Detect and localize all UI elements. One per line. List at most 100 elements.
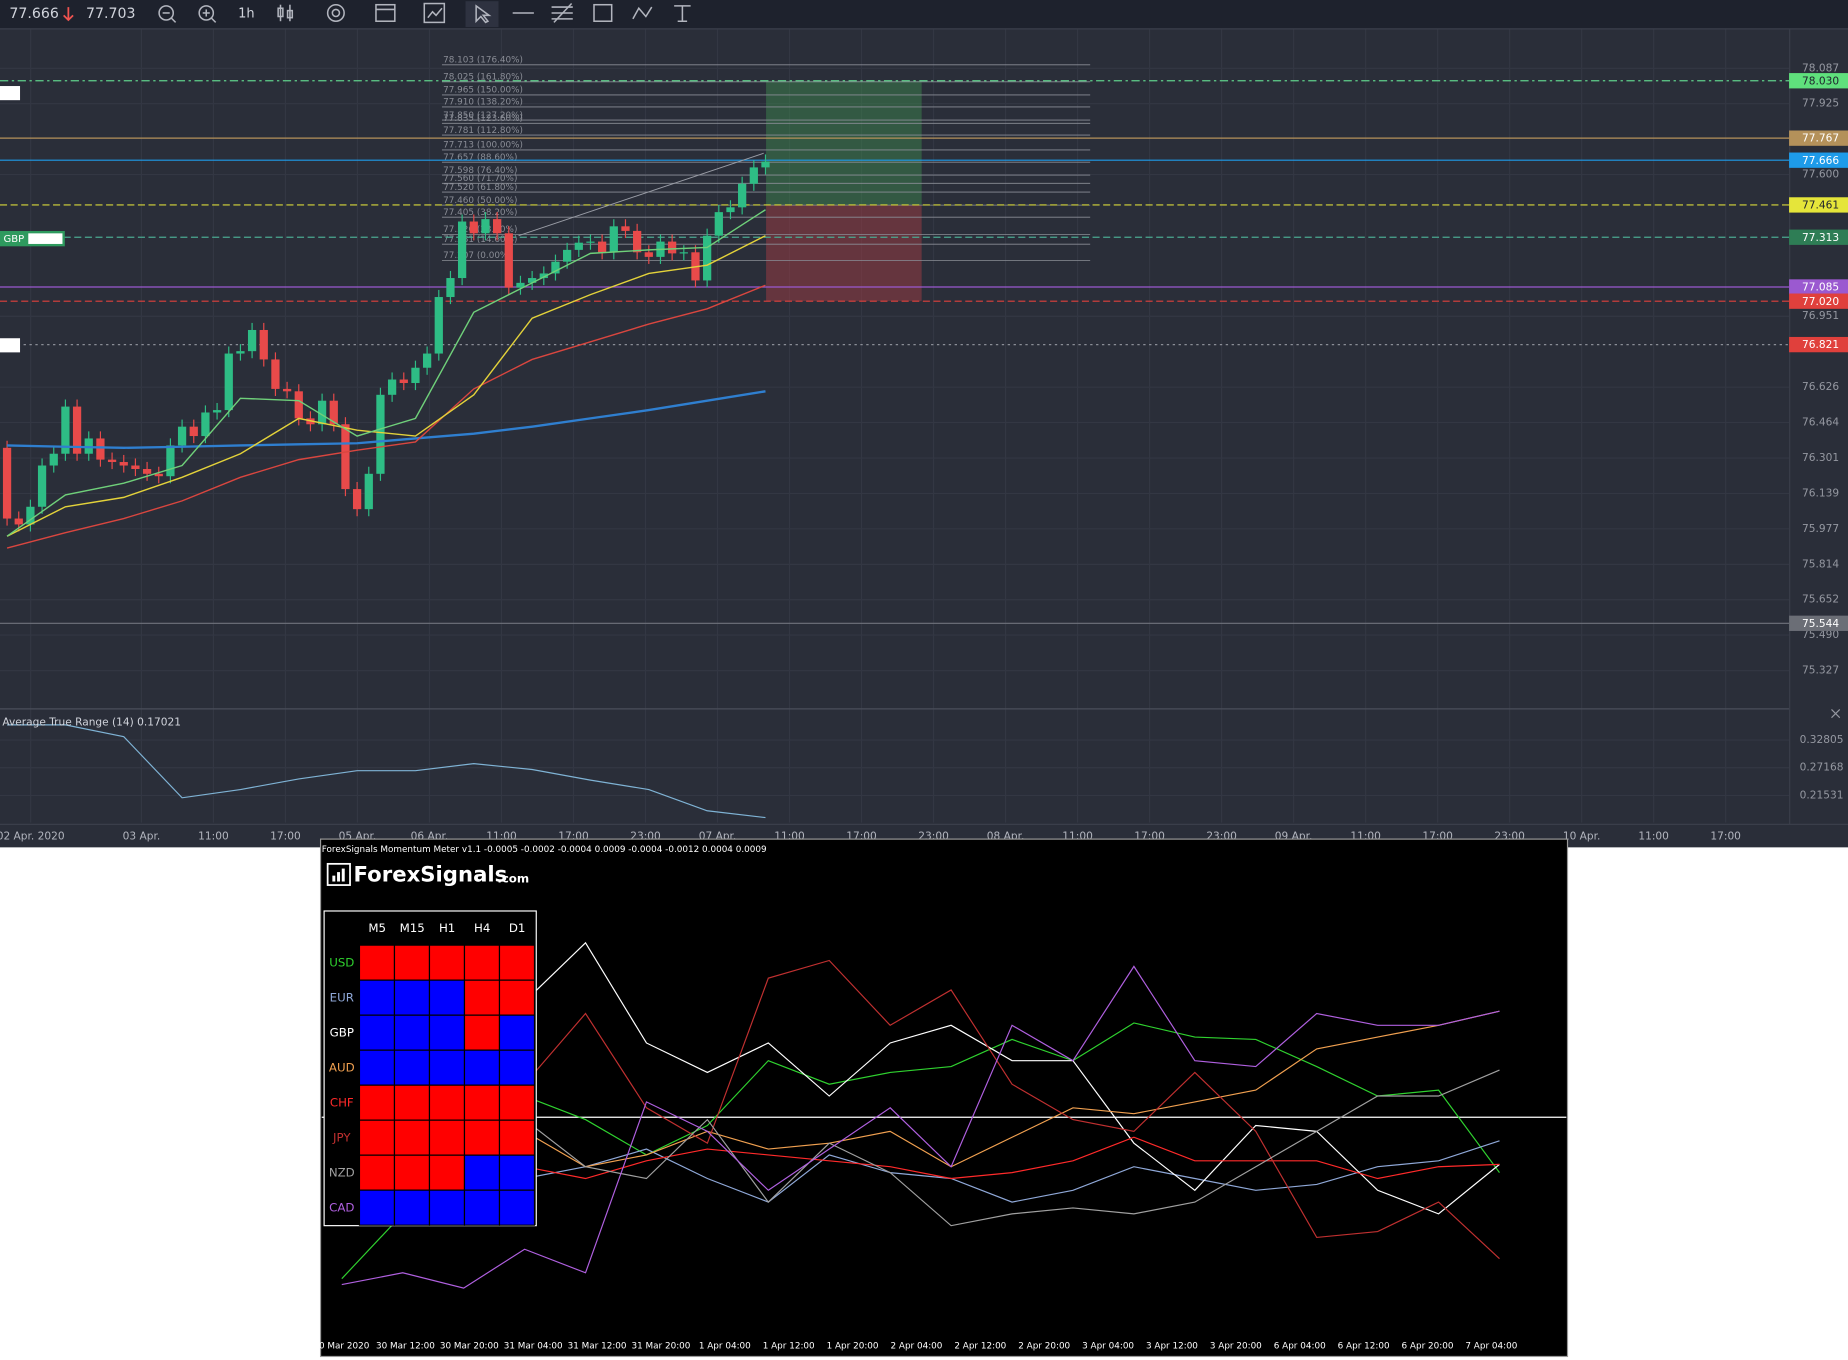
table-cell <box>393 1084 431 1121</box>
toolbar-icons: 1h <box>158 1 691 28</box>
price-tick-label: 76.301 <box>1802 452 1839 464</box>
candle-type-button[interactable] <box>277 4 294 22</box>
fib-label: 77.460 (50.00%) <box>443 196 517 206</box>
fib-label: 77.207 (0.00%) <box>443 251 512 261</box>
loss-zone <box>766 204 922 302</box>
candle-body <box>2 447 12 519</box>
chart-button[interactable] <box>423 2 446 24</box>
table-cell <box>428 1189 466 1226</box>
fib-label: 77.281 (14.60%) <box>443 235 517 245</box>
fib-label: 78.103 (176.40%) <box>443 56 523 66</box>
moving-average <box>6 235 766 537</box>
candle-body <box>37 465 47 507</box>
candle-body <box>142 469 152 474</box>
fib-label: 77.560 (71.70%) <box>443 174 517 184</box>
moving-average <box>6 284 766 549</box>
price-tick-label: 77.925 <box>1802 98 1839 110</box>
candle-body <box>399 379 408 384</box>
settings-button[interactable] <box>326 3 345 22</box>
cursor-tool[interactable] <box>475 4 492 24</box>
candle-body <box>317 400 327 425</box>
path-tool[interactable] <box>632 6 653 20</box>
left-tag <box>0 86 21 101</box>
candle-body <box>539 273 548 279</box>
table-column-label: D1 <box>509 921 526 935</box>
time-label: 23:00 <box>630 831 661 843</box>
price-tag <box>1789 229 1848 245</box>
candle-body <box>481 219 490 234</box>
time-label: 17:00 <box>1134 831 1165 843</box>
logo-suffix: .com <box>497 872 529 886</box>
price-tick-label: 76.626 <box>1802 381 1839 393</box>
candle-body <box>119 462 128 466</box>
table-cell <box>498 1119 536 1156</box>
zoom-out-button[interactable] <box>158 5 177 23</box>
candle-body <box>492 219 502 234</box>
price-tick-label: 76.464 <box>1802 417 1839 429</box>
text-tool[interactable] <box>674 5 691 22</box>
candle-body <box>271 359 280 389</box>
profit-zone <box>766 80 922 205</box>
momentum-x-label: 31 Mar 04:00 <box>504 1341 563 1351</box>
table-cell <box>498 1189 536 1226</box>
table-cell <box>498 1084 536 1121</box>
candle-body <box>563 249 572 262</box>
time-label: 17:00 <box>558 831 589 843</box>
table-cell <box>498 1154 536 1191</box>
momentum-line <box>341 965 1500 1289</box>
left-tag-label: GBP <box>4 234 25 245</box>
candle-body <box>341 424 350 490</box>
price-tag-label: 75.544 <box>1802 618 1839 630</box>
candle-body <box>49 453 58 466</box>
table-cell <box>428 944 466 981</box>
calendar-button[interactable] <box>375 3 396 22</box>
fib-label: 78.025 (161.80%) <box>443 73 523 83</box>
zoom-in-button[interactable] <box>198 5 217 23</box>
trend-line <box>518 152 764 237</box>
price-tag <box>1789 197 1848 213</box>
close-pane-icon[interactable] <box>1831 709 1841 719</box>
table-cell <box>428 1154 466 1191</box>
momentum-x-label: 31 Mar 12:00 <box>568 1341 627 1351</box>
price-tag <box>1789 615 1848 631</box>
left-tag-box <box>28 233 63 244</box>
table-cell <box>358 944 396 981</box>
momentum-x-label: 3 Apr 20:00 <box>1210 1341 1262 1351</box>
table-cell <box>393 1014 431 1051</box>
candle-body <box>364 473 373 510</box>
candle-body <box>749 167 758 184</box>
table-column-label: H4 <box>474 921 490 935</box>
candle-body <box>586 241 595 243</box>
fib-label: 77.781 (112.80%) <box>443 126 523 136</box>
table-cell <box>428 1049 466 1086</box>
moving-average <box>6 209 766 537</box>
candle-body <box>703 235 712 281</box>
price-tag <box>1789 130 1848 146</box>
momentum-title: ForexSignals Momentum Meter v1.1 -0.0005… <box>322 845 767 855</box>
candle-body <box>609 226 618 253</box>
candle-body <box>621 226 630 231</box>
logo-icon <box>326 862 351 886</box>
candle-body <box>679 252 688 254</box>
price-tag-label: 77.666 <box>1802 155 1839 167</box>
table-row-label: CHF <box>330 1095 354 1109</box>
momentum-x-label: 0 Mar 2020 <box>319 1341 370 1351</box>
rectangle-tool[interactable] <box>593 3 613 22</box>
candle-body <box>189 426 198 437</box>
table-cell <box>393 1189 431 1226</box>
fib-label: 77.910 (138.20%) <box>443 98 523 108</box>
price-tag-label: 77.767 <box>1802 133 1839 145</box>
fib-tool[interactable] <box>551 3 573 23</box>
candle-body <box>329 400 338 425</box>
logo-name: ForexSignals <box>354 863 508 888</box>
chart-background <box>0 0 1848 848</box>
fib-label: 77.657 (88.60%) <box>443 153 517 163</box>
table-cell <box>393 1154 431 1191</box>
table-column-label: H1 <box>439 921 455 935</box>
time-label: 17:00 <box>1422 831 1453 843</box>
candle-body <box>96 438 105 460</box>
interval-button[interactable]: 1h <box>238 7 254 22</box>
momentum-x-label: 2 Apr 04:00 <box>890 1341 942 1351</box>
chart-layer: 02 Apr. 2020 03 Apr. 11:00 17:00 05 Apr. 06 A… <box>0 29 1839 843</box>
